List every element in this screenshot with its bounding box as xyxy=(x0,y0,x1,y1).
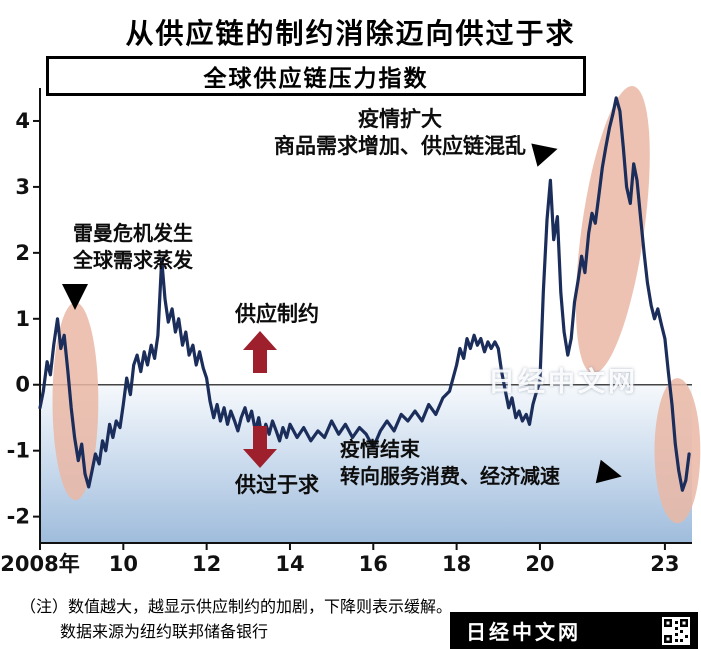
pandemic-end-line2: 转向服务消费、经济减速 xyxy=(340,464,560,488)
pandemic-expand-annotation: 疫情扩大 商品需求增加、供应链混乱 xyxy=(230,106,570,160)
x-tick-label: 20 xyxy=(525,552,554,576)
footnote: （注）数值越大，越显示供应制约的加剧，下降则表示缓解。 数据来源为纽约联邦储备银… xyxy=(20,594,452,644)
x-tick-label: 23 xyxy=(650,552,679,576)
brand-bar: 日经中文网 xyxy=(450,612,698,649)
supply-constraint-label: 供应制约 xyxy=(235,302,319,326)
pandemic-expand-line1: 疫情扩大 xyxy=(358,107,442,131)
y-tick-label: 2 xyxy=(15,241,30,265)
oversupply-label: 供过于求 xyxy=(235,473,319,497)
x-tick-label: 16 xyxy=(359,552,388,576)
series-path xyxy=(38,96,691,492)
brand-label: 日经中文网 xyxy=(466,620,581,644)
pandemic-end-annotation: 疫情结束 转向服务消费、经济减速 xyxy=(340,436,640,490)
lehman-annotation: 雷曼危机发生 全球需求蒸发 xyxy=(38,220,228,274)
x-tick-label: 2008年 xyxy=(0,552,79,576)
pandemic-end-line1: 疫情结束 xyxy=(340,437,420,461)
highlight-ellipse xyxy=(575,86,650,374)
below-zero-gradient xyxy=(40,384,692,543)
below-zero-area xyxy=(40,384,692,543)
y-tick-label: 1 xyxy=(15,307,30,331)
chart-title-box: 全球供应链压力指数 xyxy=(46,56,586,96)
lehman-pointer-triangle-icon xyxy=(62,284,88,310)
qr-code-icon xyxy=(662,616,690,645)
lehman-line1: 雷曼危机发生 xyxy=(73,221,193,245)
footnote-line2: 数据来源为纽约联邦储备银行 xyxy=(60,622,269,641)
axes xyxy=(39,88,692,544)
pandemic-end-pointer-triangle-icon xyxy=(595,459,625,489)
y-tick-label: -1 xyxy=(7,439,30,463)
y-tick-label: -2 xyxy=(7,505,30,529)
chart-title: 全球供应链压力指数 xyxy=(203,66,429,92)
x-tick-label: 14 xyxy=(275,552,304,576)
y-tick-label: 3 xyxy=(15,175,30,199)
footnote-line1: （注）数值越大，越显示供应制约的加剧，下降则表示缓解。 xyxy=(20,597,453,616)
down-arrow-icon xyxy=(243,426,277,468)
x-tick-label: 18 xyxy=(442,552,471,576)
watermark: 日经中文网 xyxy=(488,367,638,398)
y-tick-label: 0 xyxy=(15,373,30,397)
page-title: 从供应链的制约消除迈向供过于求 xyxy=(125,17,576,50)
x-tick-label: 10 xyxy=(109,552,138,576)
pandemic-expand-line2: 商品需求增加、供应链混乱 xyxy=(274,134,526,158)
lehman-line2: 全球需求蒸发 xyxy=(73,248,193,272)
x-tick-label: 12 xyxy=(192,552,221,576)
y-tick-label: 4 xyxy=(15,109,30,133)
pressure-index-line xyxy=(38,96,691,492)
highlight-ellipse xyxy=(52,302,99,501)
up-arrow-icon xyxy=(243,331,277,373)
highlight-ellipses xyxy=(52,86,701,524)
